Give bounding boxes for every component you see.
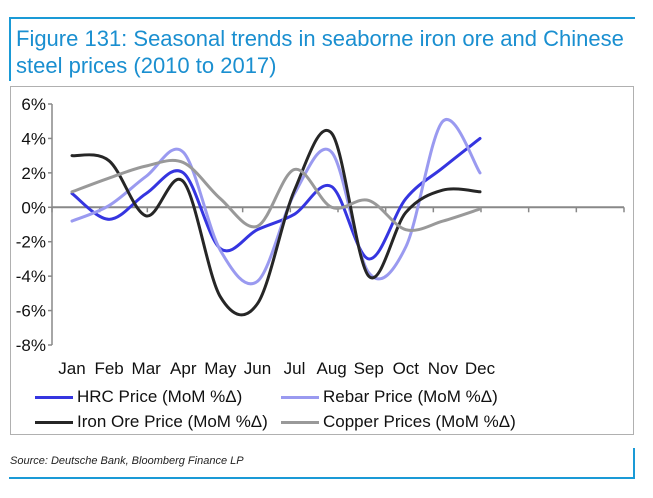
x-tick-label: Nov (428, 359, 459, 378)
y-tick-label: -4% (16, 267, 46, 286)
source-note: Source: Deutsche Bank, Bloomberg Finance… (10, 455, 244, 467)
y-tick-label: 4% (21, 129, 46, 148)
legend-swatch (35, 420, 73, 424)
x-tick-label: Dec (465, 359, 496, 378)
x-tick-label: Sep (354, 359, 384, 378)
legend-label: Iron Ore Price (MoM %Δ) (77, 412, 268, 431)
x-tick-label: Feb (94, 359, 123, 378)
y-tick-label: -2% (16, 233, 46, 252)
source-frame-bottom (9, 477, 635, 479)
y-tick-label: 0% (21, 198, 46, 217)
legend-swatch (281, 420, 319, 424)
x-tick-label: Oct (393, 359, 420, 378)
legend-label: HRC Price (MoM %Δ) (77, 387, 243, 406)
legend-item: HRC Price (MoM %Δ) (35, 387, 242, 407)
x-tick-label: Jan (58, 359, 85, 378)
legend-label: Copper Prices (MoM %Δ) (323, 412, 516, 431)
x-tick-label: May (204, 359, 237, 378)
x-tick-label: Jun (244, 359, 271, 378)
y-tick-label: 2% (21, 164, 46, 183)
legend-swatch (281, 395, 319, 399)
x-tick-label: Jul (284, 359, 306, 378)
legend-label: Rebar Price (MoM %Δ) (323, 387, 498, 406)
title-frame-top (9, 17, 635, 19)
x-tick-label: Aug (317, 359, 347, 378)
title-frame-left (9, 17, 11, 81)
legend-item: Iron Ore Price (MoM %Δ) (35, 412, 268, 432)
x-tick-label: Apr (170, 359, 197, 378)
source-frame-right (633, 448, 635, 478)
x-tick-label: Mar (132, 359, 162, 378)
y-tick-label: 6% (21, 95, 46, 114)
legend-item: Rebar Price (MoM %Δ) (281, 387, 498, 407)
y-tick-label: -8% (16, 336, 46, 355)
y-tick-label: -6% (16, 302, 46, 321)
legend-swatch (35, 395, 73, 399)
legend-item: Copper Prices (MoM %Δ) (281, 412, 516, 432)
series-line-3 (70, 158, 482, 232)
figure-title: Figure 131: Seasonal trends in seaborne … (16, 26, 624, 78)
chart-frame (10, 86, 634, 435)
